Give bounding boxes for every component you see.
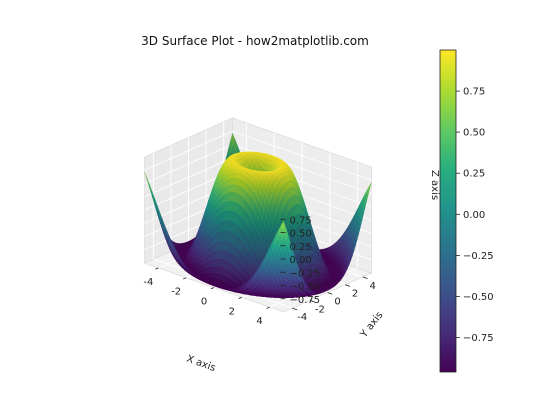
- z-axis-label: Z axis: [429, 170, 440, 200]
- x-tick-label: 0: [201, 297, 207, 308]
- y-tick: [309, 299, 315, 303]
- x-tick: [238, 296, 242, 300]
- z-tick-label: −0.75: [290, 295, 321, 306]
- z-tick-label: 0.25: [290, 242, 312, 253]
- colorbar-tick-label: −0.75: [463, 333, 494, 344]
- colorbar: 0.75 0.50 0.25 0.00 −0.25 −0.50 −0.75: [439, 49, 494, 373]
- colorbar-tick-label: −0.50: [463, 292, 494, 303]
- z-tick-label: 0.00: [290, 255, 312, 266]
- colorbar-tick-label: 0.75: [463, 87, 485, 98]
- x-axis-label: X axis: [185, 353, 217, 374]
- y-tick-label: 4: [370, 281, 376, 292]
- y-axis-label: Y axis: [358, 310, 385, 341]
- y-tick: [327, 292, 333, 295]
- x-tick: [266, 306, 270, 309]
- x-tick-label: -4: [143, 277, 153, 288]
- x-tick-label: 4: [256, 316, 262, 327]
- z-tick-label: −0.25: [290, 268, 321, 279]
- y-tick-label: 2: [352, 289, 358, 300]
- y-tick-label: -2: [315, 304, 325, 315]
- x-tick: [182, 277, 187, 280]
- z-tick-label: 0.50: [290, 229, 312, 240]
- axis-ticks: -4 -2 0 2 4 -4 -2 0 2 4 −0.75 −0.50 −0.25 0.00 0.25 0.5…: [143, 215, 375, 327]
- grid-line: [144, 130, 372, 181]
- colorbar-tick-label: 0.00: [463, 210, 485, 221]
- surface-facet: [280, 221, 286, 231]
- surface-mesh: [144, 132, 372, 299]
- x-tick: [210, 287, 215, 290]
- colorbar-gradient: [439, 49, 457, 373]
- colorbar-tick-label: 0.25: [463, 169, 485, 180]
- z-tick-label: −0.50: [290, 282, 321, 293]
- x-tick-label: -2: [171, 287, 181, 298]
- y-tick: [362, 276, 368, 279]
- z-tick-label: 0.75: [290, 215, 312, 226]
- y-tick-label: 0: [334, 297, 340, 308]
- x-tick-label: 2: [229, 306, 235, 317]
- colorbar-tick-label: −0.25: [463, 251, 494, 262]
- colorbar-tick-label: 0.50: [463, 128, 485, 139]
- y-tick: [344, 284, 351, 287]
- colorbar-ticks: 0.75 0.50 0.25 0.00 −0.25 −0.50 −0.75: [456, 87, 494, 344]
- chart-title: 3D Surface Plot - how2matplotlib.com: [141, 34, 369, 48]
- y-tick: [292, 307, 298, 311]
- x-tick: [155, 267, 159, 270]
- y-tick-label: -4: [297, 312, 307, 323]
